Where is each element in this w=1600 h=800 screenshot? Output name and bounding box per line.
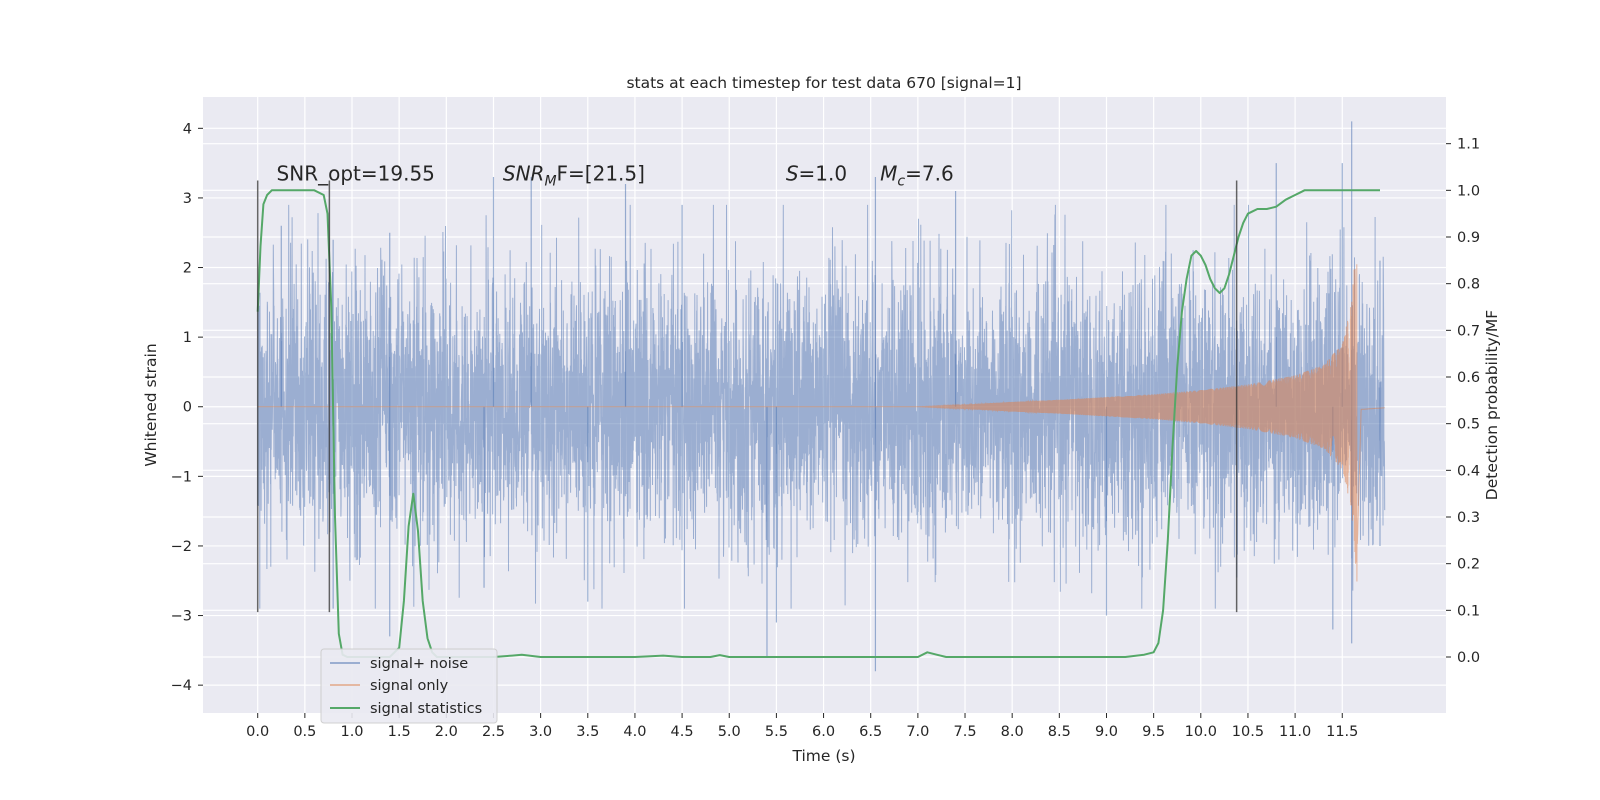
y-tick-label: 3 xyxy=(183,191,192,207)
x-tick-label: 11.0 xyxy=(1279,724,1311,740)
x-tick-label: 11.5 xyxy=(1326,724,1358,740)
x-axis-label: Time (s) xyxy=(791,747,855,765)
y2-tick-label: 0.5 xyxy=(1457,417,1480,433)
x-tick-label: 3.0 xyxy=(529,724,552,740)
x-tick-label: 9.5 xyxy=(1142,724,1165,740)
x-tick-label: 7.0 xyxy=(906,724,929,740)
y-axis-label: Whitened strain xyxy=(142,343,160,466)
x-tick-label: 8.0 xyxy=(1001,724,1024,740)
chart-title: stats at each timestep for test data 670… xyxy=(626,74,1021,92)
y2-tick-label: 0.0 xyxy=(1457,650,1480,666)
y2-tick-label: 1.1 xyxy=(1457,137,1480,153)
x-tick-label: 7.5 xyxy=(953,724,976,740)
y-tick-label: 4 xyxy=(183,121,192,137)
x-tick-label: 6.5 xyxy=(859,724,882,740)
x-tick-label: 1.0 xyxy=(340,724,363,740)
x-tick-label: 2.5 xyxy=(482,724,505,740)
series-signal-noise xyxy=(257,204,1386,609)
y2-tick-label: 0.7 xyxy=(1457,323,1480,339)
x-tick-label: 10.5 xyxy=(1232,724,1264,740)
y2-tick-label: 0.8 xyxy=(1457,277,1480,293)
axes: 0.0 0.5 1.0 1.5 2.0 2.5 3.0 3.5 4.0 4.5 5.0 5.5 6.0 6… xyxy=(171,121,1480,740)
y2-tick-label: 0.4 xyxy=(1457,463,1480,479)
x-tick-label: 0.0 xyxy=(246,724,269,740)
x-tick-label: 6.0 xyxy=(812,724,835,740)
legend-label-signal-statistics: signal statistics xyxy=(370,701,482,717)
x-tick-label: 2.0 xyxy=(435,724,458,740)
x-tick-label: 4.0 xyxy=(623,724,646,740)
legend-label-signal-only: signal only xyxy=(370,678,449,694)
x-tick-label: 3.5 xyxy=(576,724,599,740)
y2-tick-label: 0.1 xyxy=(1457,603,1480,619)
y-tick-label: −3 xyxy=(171,609,192,625)
legend-label-signal-noise: signal+ noise xyxy=(370,656,468,672)
y-tick-label: 0 xyxy=(183,400,192,416)
annotation: S=1.0 xyxy=(786,162,847,186)
y2-tick-label: 1.0 xyxy=(1457,183,1480,199)
legend: signal+ noise signal only signal statist… xyxy=(320,648,498,724)
y-tick-label: −2 xyxy=(171,539,192,555)
y-tick-label: −4 xyxy=(171,678,192,694)
y-tick-label: −1 xyxy=(171,469,192,485)
x-tick-label: 9.0 xyxy=(1095,724,1118,740)
y2-tick-label: 0.6 xyxy=(1457,370,1480,386)
x-tick-label: 10.0 xyxy=(1185,724,1217,740)
series-signal-only xyxy=(257,264,1385,582)
x-tick-label: 5.0 xyxy=(718,724,741,740)
y2-tick-label: 0.3 xyxy=(1457,510,1480,526)
y-tick-label: 1 xyxy=(183,330,192,346)
annotation: SNR_opt=19.55 xyxy=(277,162,435,186)
annotation: Mc=7.6 xyxy=(880,162,954,190)
legend-box xyxy=(320,648,498,724)
x-tick-label: 8.5 xyxy=(1048,724,1071,740)
x-tick-label: 0.5 xyxy=(293,724,316,740)
annotation: SNRMF=[21.5] xyxy=(503,162,645,190)
y2-tick-label: 0.2 xyxy=(1457,557,1480,573)
x-tick-label: 5.5 xyxy=(765,724,788,740)
x-tick-label: 4.5 xyxy=(671,724,694,740)
x-tick-label: 1.5 xyxy=(388,724,411,740)
y2-tick-label: 0.9 xyxy=(1457,230,1480,246)
data-layer xyxy=(256,121,1386,672)
y-tick-label: 2 xyxy=(183,261,192,277)
y2-axis-label: Detection probability/MF xyxy=(1483,310,1501,501)
annotations: SNR_opt=19.55 SNRMF=[21.5] S=1.0 Mc=7.6 xyxy=(277,162,954,190)
